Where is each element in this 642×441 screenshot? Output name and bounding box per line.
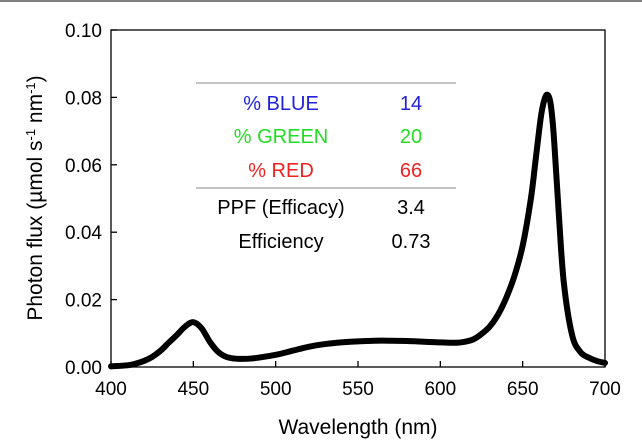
x-tick-label: 500: [260, 379, 292, 400]
ppf-label: PPF (Efficacy): [217, 197, 344, 219]
x-tick-label: 450: [177, 379, 209, 400]
red-label: % RED: [248, 160, 314, 182]
y-tick-label: 0.02: [65, 291, 102, 312]
efficiency-label: Efficiency: [238, 231, 323, 253]
y-tick-label: 0.10: [65, 21, 102, 42]
x-tick-label: 700: [589, 379, 621, 400]
efficiency-value: 0.73: [392, 231, 431, 253]
red-value: 66: [400, 160, 422, 182]
x-tick-label: 600: [424, 379, 456, 400]
y-tick-label: 0.06: [65, 156, 102, 177]
y-tick-label: 0.04: [65, 223, 102, 244]
x-axis-title: Wavelength (nm): [278, 416, 437, 439]
x-axis: 400 450 500 550 600 650 700: [95, 361, 621, 400]
summary-table: % BLUE 14 % GREEN 20 % RED 66 PPF (Effic…: [196, 82, 456, 253]
green-value: 20: [400, 126, 422, 148]
y-axis-title: Photon flux (µmol s-1 nm-1): [23, 75, 48, 320]
y-axis: 0.00 0.02 0.04 0.06 0.08 0.10: [65, 21, 117, 379]
blue-value: 14: [400, 93, 422, 115]
x-tick-label: 400: [95, 379, 127, 400]
series-line: [108, 91, 608, 370]
y-tick-label: 0.08: [65, 88, 102, 109]
y-tick-label: 0.00: [65, 358, 102, 379]
x-tick-label: 650: [507, 379, 539, 400]
ppf-value: 3.4: [397, 197, 425, 219]
x-tick-label: 550: [342, 379, 374, 400]
blue-label: % BLUE: [243, 93, 319, 115]
green-label: % GREEN: [234, 126, 328, 148]
